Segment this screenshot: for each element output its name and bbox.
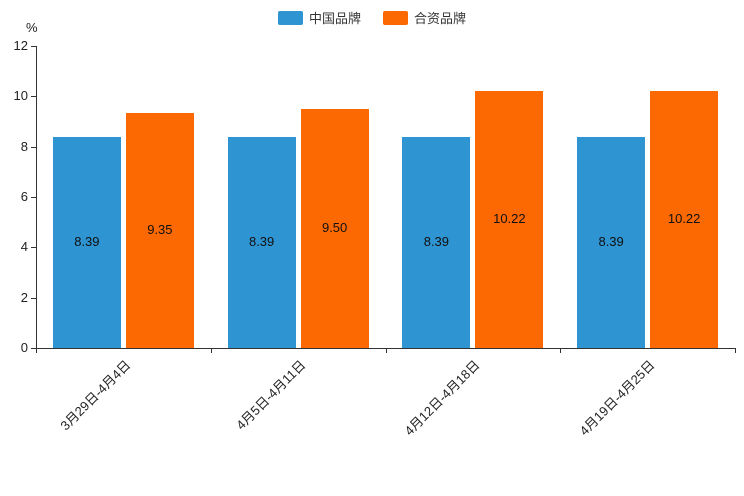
x-tick-mark bbox=[36, 348, 37, 353]
legend: 中国品牌 合资品牌 bbox=[0, 8, 744, 27]
y-axis-tick-label: 6 bbox=[20, 189, 28, 204]
x-axis-category-label: 4月12日-4月18日 bbox=[401, 357, 483, 439]
bar[interactable] bbox=[650, 90, 719, 348]
y-tick-mark bbox=[31, 297, 36, 299]
bar[interactable] bbox=[402, 136, 471, 348]
bar[interactable] bbox=[227, 136, 296, 348]
x-axis-category-label: 4月5日-4月11日 bbox=[232, 357, 309, 433]
legend-item-1[interactable]: 合资品牌 bbox=[383, 8, 466, 27]
y-tick-mark bbox=[31, 96, 36, 98]
x-tick-mark bbox=[735, 348, 736, 353]
y-tick-mark bbox=[31, 348, 36, 349]
y-axis-tick-label: 12 bbox=[13, 38, 28, 53]
x-tick-mark bbox=[560, 348, 562, 353]
legend-swatch-icon bbox=[383, 10, 408, 25]
y-axis-line bbox=[36, 46, 37, 348]
x-axis-category-label: 4月19日-4月25日 bbox=[576, 357, 658, 439]
bar[interactable] bbox=[52, 136, 121, 348]
legend-label: 合资品牌 bbox=[414, 11, 467, 26]
legend-label: 中国品牌 bbox=[308, 11, 361, 26]
x-tick-mark bbox=[385, 348, 387, 353]
y-axis-tick-label: 10 bbox=[13, 88, 28, 104]
y-axis-tick-label: 0 bbox=[20, 340, 28, 355]
x-axis-category-label: 3月29日-4月4日 bbox=[57, 357, 134, 434]
y-tick-mark bbox=[31, 46, 36, 47]
y-tick-mark bbox=[31, 247, 36, 249]
y-tick-mark bbox=[31, 146, 36, 148]
bar[interactable] bbox=[475, 90, 544, 348]
bar[interactable] bbox=[300, 108, 369, 348]
y-axis-tick-label: 2 bbox=[20, 289, 28, 305]
legend-swatch-icon bbox=[277, 10, 303, 25]
y-axis-unit-label: % bbox=[26, 20, 38, 35]
bar[interactable] bbox=[577, 136, 646, 348]
x-tick-mark bbox=[210, 348, 212, 353]
y-tick-mark bbox=[31, 197, 36, 198]
legend-item-0[interactable]: 中国品牌 bbox=[277, 8, 361, 27]
bar[interactable] bbox=[125, 112, 194, 348]
y-axis-tick-label: 4 bbox=[20, 239, 28, 255]
y-axis-tick-label: 8 bbox=[20, 138, 28, 154]
